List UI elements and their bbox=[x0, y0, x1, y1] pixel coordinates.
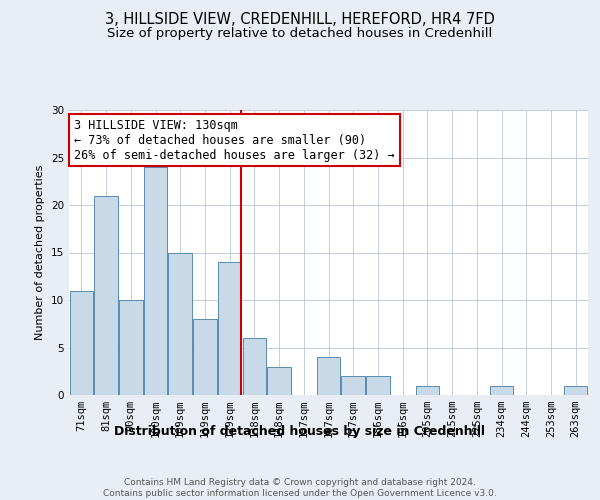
Bar bbox=[268, 366, 291, 395]
Bar bbox=[366, 376, 389, 395]
Bar bbox=[242, 338, 266, 395]
Text: Size of property relative to detached houses in Credenhill: Size of property relative to detached ho… bbox=[107, 28, 493, 40]
Text: Distribution of detached houses by size in Credenhill: Distribution of detached houses by size … bbox=[115, 424, 485, 438]
Text: Contains HM Land Registry data © Crown copyright and database right 2024.
Contai: Contains HM Land Registry data © Crown c… bbox=[103, 478, 497, 498]
Bar bbox=[144, 167, 167, 395]
Bar bbox=[169, 252, 192, 395]
Bar bbox=[317, 357, 340, 395]
Bar bbox=[218, 262, 241, 395]
Y-axis label: Number of detached properties: Number of detached properties bbox=[35, 165, 46, 340]
Text: 3 HILLSIDE VIEW: 130sqm
← 73% of detached houses are smaller (90)
26% of semi-de: 3 HILLSIDE VIEW: 130sqm ← 73% of detache… bbox=[74, 118, 395, 162]
Bar bbox=[564, 386, 587, 395]
Bar bbox=[94, 196, 118, 395]
Bar bbox=[341, 376, 365, 395]
Bar bbox=[193, 319, 217, 395]
Bar bbox=[490, 386, 513, 395]
Bar bbox=[70, 290, 93, 395]
Text: 3, HILLSIDE VIEW, CREDENHILL, HEREFORD, HR4 7FD: 3, HILLSIDE VIEW, CREDENHILL, HEREFORD, … bbox=[105, 12, 495, 28]
Bar bbox=[416, 386, 439, 395]
Bar bbox=[119, 300, 143, 395]
